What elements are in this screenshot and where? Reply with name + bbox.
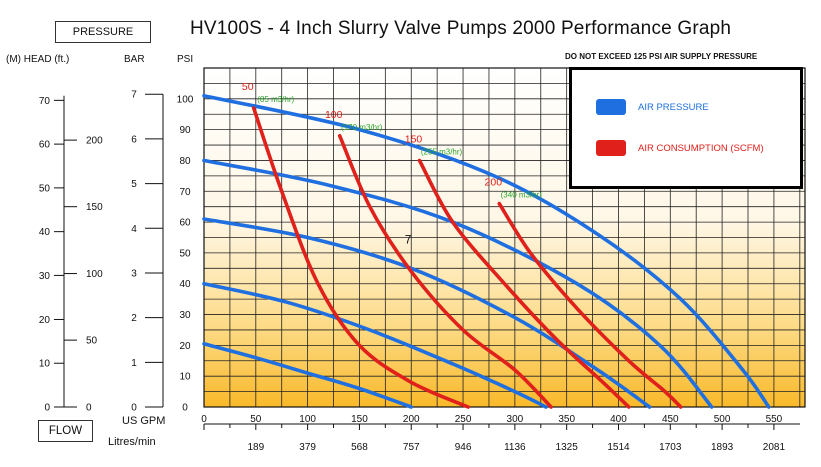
air-consumption-value-label: 100 <box>325 109 343 121</box>
gpm-unit-label: US GPM <box>122 415 166 427</box>
gpm-tick-label: 150 <box>351 414 368 425</box>
air-pressure-curve <box>202 158 714 409</box>
gpm-tick-label: 450 <box>662 414 679 425</box>
legend: AIR PRESSURE AIR CONSUMPTION (SCFM) <box>569 67 803 189</box>
bar-tick-label: 4 <box>131 224 137 235</box>
bar-tick-label: 5 <box>131 179 137 190</box>
psi-tick-label: 50 <box>179 248 191 259</box>
head-m-tick-label: 70 <box>39 96 51 107</box>
head-ft-tick-label: 50 <box>86 336 98 347</box>
air-consumption-curve <box>251 106 470 409</box>
lpm-tick-label: 379 <box>299 442 316 453</box>
air-consumption-curve <box>417 158 631 409</box>
psi-axis-header: PSI <box>177 54 194 65</box>
head-m-tick-label: 10 <box>39 359 51 370</box>
air-consumption-flow-label: (340 m3/hr) <box>501 191 543 200</box>
gpm-tick-label: 200 <box>403 414 420 425</box>
gpm-tick-label: 550 <box>766 414 783 425</box>
head-axis-header: (M) HEAD (ft.) <box>6 54 70 65</box>
psi-tick-label: 20 <box>179 341 191 352</box>
air-consumption-curve <box>497 201 683 409</box>
air-pressure-curve <box>202 342 413 409</box>
lpm-tick-label: 189 <box>247 442 264 453</box>
axes: 0102030405060700501001502000123456701020… <box>39 90 800 453</box>
plot-border <box>203 67 806 408</box>
psi-tick-label: 100 <box>177 94 194 105</box>
psi-tick-label: 80 <box>179 156 191 167</box>
psi-tick-label: 70 <box>179 187 191 198</box>
lpm-tick-label: 946 <box>455 442 472 453</box>
gpm-tick-label: 500 <box>714 414 731 425</box>
bar-tick-label: 7 <box>131 90 137 101</box>
air-consumption-curve <box>337 134 553 409</box>
legend-air-pressure: AIR PRESSURE <box>596 99 709 115</box>
psi-tick-label: 60 <box>179 218 191 229</box>
air-pressure-swatch <box>596 99 626 115</box>
head-m-tick-label: 60 <box>39 140 51 151</box>
psi-tick-label: 40 <box>179 279 191 290</box>
lpm-tick-label: 2081 <box>763 442 786 453</box>
bar-tick-label: 1 <box>131 358 137 369</box>
legend-air-consumption: AIR CONSUMPTION (SCFM) <box>596 140 764 156</box>
air-pressure-curve <box>202 217 652 409</box>
series-labels: 50(85 m3/hr) 100 (170 m3/hr) 150 (255 m3/hr)… <box>242 81 542 247</box>
bar-tick-label: 2 <box>131 313 137 324</box>
air-consumption-flow-label: (85 m3/hr) <box>257 95 294 104</box>
lpm-tick-label: 757 <box>403 442 420 453</box>
psi-tick-label: 0 <box>182 403 188 414</box>
lpm-tick-label: 1703 <box>659 442 682 453</box>
bar-tick-label: 3 <box>131 268 137 279</box>
gpm-tick-label: 400 <box>610 414 627 425</box>
chart-annotation: 7 <box>405 233 412 247</box>
pressure-box-label: PRESSURE <box>55 21 151 43</box>
gpm-tick-label: 0 <box>201 414 207 425</box>
head-m-tick-label: 50 <box>39 183 51 194</box>
air-consumption-value-label: 200 <box>485 177 503 189</box>
bar-tick-label: 0 <box>131 403 137 414</box>
gpm-tick-label: 100 <box>299 414 316 425</box>
bar-tick-label: 6 <box>131 134 137 145</box>
head-ft-tick-label: 150 <box>86 202 103 213</box>
gpm-tick-label: 300 <box>507 414 524 425</box>
chart-title: HV100S - 4 Inch Slurry Valve Pumps 2000 … <box>190 18 732 39</box>
pressure-warning: DO NOT EXCEED 125 PSI AIR SUPPLY PRESSUR… <box>565 52 758 61</box>
head-ft-tick-label: 200 <box>86 136 103 147</box>
head-ft-tick-label: 100 <box>86 269 103 280</box>
head-m-tick-label: 20 <box>39 315 51 326</box>
lpm-unit-label: Litres/min <box>108 436 156 448</box>
flow-box-label: FLOW <box>38 420 93 442</box>
lpm-tick-label: 1136 <box>504 442 526 453</box>
air-consumption-value-label: 50 <box>242 81 254 93</box>
gpm-tick-label: 250 <box>455 414 472 425</box>
gpm-tick-label: 350 <box>558 414 575 425</box>
lpm-tick-label: 1893 <box>711 442 734 453</box>
psi-tick-label: 90 <box>179 125 191 136</box>
head-m-tick-label: 0 <box>44 403 50 414</box>
gpm-tick-label: 50 <box>250 414 262 425</box>
bar-axis-header: BAR <box>124 54 145 65</box>
psi-tick-label: 10 <box>179 372 191 383</box>
air-pressure-curve <box>202 93 771 409</box>
series <box>202 93 771 409</box>
lpm-tick-label: 1325 <box>556 442 579 453</box>
head-ft-tick-label: 0 <box>86 403 92 414</box>
lpm-tick-label: 568 <box>351 442 368 453</box>
air-pressure-label: AIR PRESSURE <box>638 101 709 113</box>
air-consumption-flow-label: (255 m3/hr) <box>421 147 463 156</box>
head-m-tick-label: 30 <box>39 271 51 282</box>
air-consumption-value-label: 150 <box>405 133 423 145</box>
psi-tick-label: 30 <box>179 310 191 321</box>
air-pressure-curve <box>202 281 548 409</box>
air-consumption-label: AIR CONSUMPTION (SCFM) <box>638 142 764 154</box>
head-m-tick-label: 40 <box>39 227 51 238</box>
air-consumption-swatch <box>596 140 626 156</box>
lpm-tick-label: 1514 <box>607 442 630 453</box>
air-consumption-flow-label: (170 m3/hr) <box>341 123 383 132</box>
